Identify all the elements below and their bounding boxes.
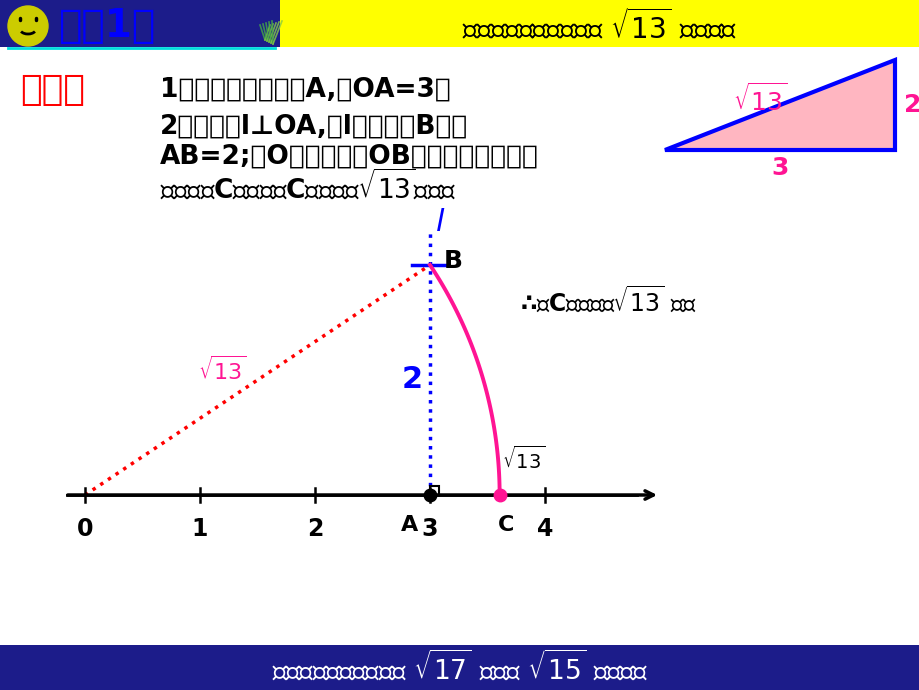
Bar xyxy=(279,0,919,47)
Text: ∴点C即为表示$\sqrt{13}$ 的点: ∴点C即为表示$\sqrt{13}$ 的点 xyxy=(519,284,697,315)
Text: 1: 1 xyxy=(191,517,208,541)
Text: 3: 3 xyxy=(770,156,788,180)
Text: 3、以点O为圆心，以OB为半径作弧，弧与: 3、以点O为圆心，以OB为半径作弧，弧与 xyxy=(160,129,497,155)
Text: 2: 2 xyxy=(401,366,422,395)
Text: 你能在数轴上画出表示 $\sqrt{17}$ 的点和 $\sqrt{15}$ 的点吗？: 你能在数轴上画出表示 $\sqrt{17}$ 的点和 $\sqrt{15}$ 的… xyxy=(271,651,648,686)
Text: 你能在数轴上画出表示 $\sqrt{13}$ 的点吗？: 你能在数轴上画出表示 $\sqrt{13}$ 的点吗？ xyxy=(462,8,737,44)
Text: 2、作直线l⊥OA,在l上取一点B，使: 2、作直线l⊥OA,在l上取一点B，使 xyxy=(160,114,468,140)
Text: 3: 3 xyxy=(421,517,437,541)
Text: 2: 2 xyxy=(306,517,323,541)
Bar xyxy=(0,47,919,645)
Text: $l$: $l$ xyxy=(435,208,445,237)
Text: $\sqrt{13}$: $\sqrt{13}$ xyxy=(732,83,787,117)
Text: $\sqrt{13}$: $\sqrt{13}$ xyxy=(198,356,246,384)
Text: C: C xyxy=(497,515,514,535)
Text: 2: 2 xyxy=(903,93,919,117)
Text: B: B xyxy=(444,249,462,273)
Text: 0: 0 xyxy=(76,517,93,541)
Bar xyxy=(0,645,919,690)
Text: 4: 4 xyxy=(536,517,552,541)
Circle shape xyxy=(8,6,48,46)
Text: 步骤：: 步骤： xyxy=(20,73,85,107)
Text: AB=2;点O为圆心，以OB为半径作弧，弧与: AB=2;点O为圆心，以OB为半径作弧，弧与 xyxy=(160,144,539,170)
Polygon shape xyxy=(664,60,894,150)
Text: 数轴交于C点，则点C即为表示$\sqrt{13}$的点。: 数轴交于C点，则点C即为表示$\sqrt{13}$的点。 xyxy=(160,169,456,205)
Text: $\sqrt{13}$: $\sqrt{13}$ xyxy=(501,446,544,473)
Text: 探究1：: 探究1： xyxy=(58,7,155,45)
Text: A: A xyxy=(401,515,417,535)
Text: 1、在数轴上找到点A,使OA=3；: 1、在数轴上找到点A,使OA=3； xyxy=(160,77,450,103)
